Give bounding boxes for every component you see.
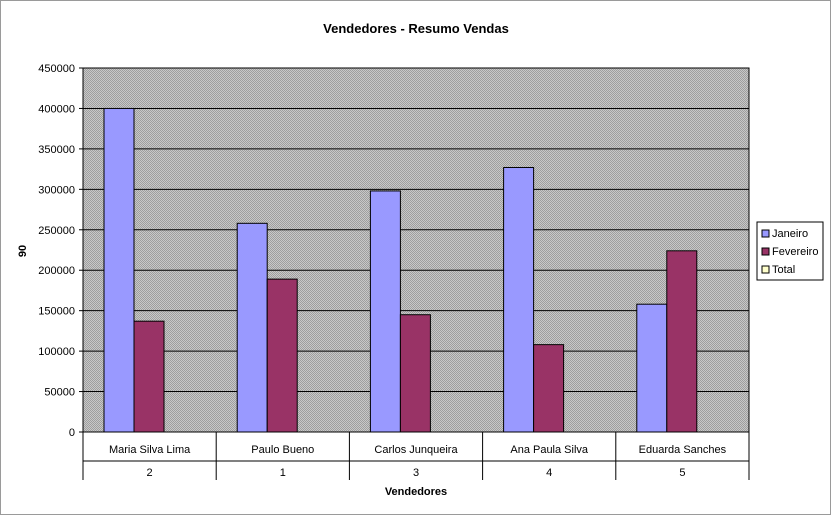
legend-label-total: Total	[772, 264, 795, 276]
y-tick-label: 350000	[38, 144, 75, 156]
y-tick-label: 450000	[38, 63, 75, 75]
subcategory-label: 5	[679, 467, 685, 479]
category-label: Eduarda Sanches	[639, 444, 727, 456]
bar-fevereiro	[533, 344, 565, 433]
subcategory-label: 3	[413, 467, 419, 479]
y-tick-label: 250000	[38, 225, 75, 237]
legend-label-fevereiro: Fevereiro	[772, 246, 818, 258]
bar-janeiro	[503, 166, 535, 433]
chart-title: Vendedores - Resumo Vendas	[323, 21, 509, 36]
y-tick-label: 200000	[38, 265, 75, 277]
subcategory-label: 1	[280, 467, 286, 479]
bar-janeiro	[236, 222, 268, 433]
y-tick-label: 0	[69, 427, 75, 439]
bar-fevereiro	[399, 314, 431, 433]
bar-janeiro	[636, 303, 668, 433]
category-label: Maria Silva Lima	[109, 444, 191, 456]
legend-label-janeiro: Janeiro	[772, 228, 808, 240]
legend-swatch-fevereiro	[761, 247, 770, 256]
y-tick-label: 100000	[38, 346, 75, 358]
y-tick-label: 50000	[44, 387, 75, 399]
legend-swatch-total	[761, 265, 770, 274]
legend: Janeiro Fevereiro Total	[756, 221, 824, 281]
category-label: Paulo Bueno	[251, 444, 314, 456]
x-axis-title: Vendedores	[385, 486, 447, 498]
y-axis-title: 90	[17, 245, 29, 257]
bar-janeiro	[369, 190, 401, 433]
legend-swatch-janeiro	[761, 229, 770, 238]
category-label: Carlos Junqueira	[374, 444, 458, 456]
plot-area: 0 50000 100000 150000 200000 250000 300000 3500…	[38, 63, 750, 480]
bar-fevereiro	[666, 250, 698, 433]
y-tick-label: 150000	[38, 306, 75, 318]
bar-janeiro	[103, 107, 135, 433]
subcategory-label: 2	[147, 467, 153, 479]
bar-fevereiro	[266, 278, 298, 433]
y-tick-label: 300000	[38, 184, 75, 196]
subcategory-label: 4	[546, 467, 552, 479]
y-tick-label: 400000	[38, 103, 75, 115]
bar-fevereiro	[133, 320, 165, 433]
category-label: Ana Paula Silva	[510, 444, 589, 456]
